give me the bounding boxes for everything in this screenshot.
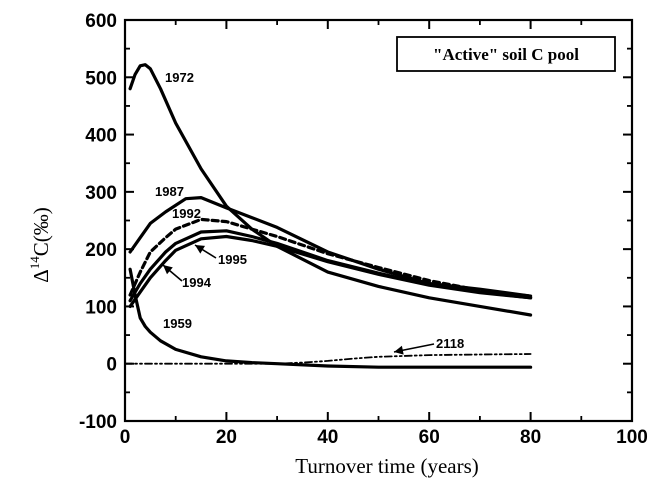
y-axis-title-delta: Δ bbox=[29, 269, 53, 283]
x-tick-label: 0 bbox=[120, 427, 131, 448]
y-tick-label: -100 bbox=[79, 412, 117, 433]
y-tick-label: 0 bbox=[106, 355, 117, 376]
series-arrowhead-2118 bbox=[394, 345, 404, 355]
series-label-1994: 1994 bbox=[182, 275, 212, 290]
y-tick-label: 300 bbox=[85, 183, 117, 204]
series-line-1995 bbox=[128, 234, 533, 308]
x-tick-label: 60 bbox=[419, 427, 440, 448]
x-tick-label: 100 bbox=[616, 427, 648, 448]
y-tick-label: 400 bbox=[85, 126, 117, 147]
plot-frame bbox=[123, 18, 634, 423]
y-tick-label: 500 bbox=[85, 68, 117, 89]
x-tick-label: 80 bbox=[520, 427, 541, 448]
x-tick-label: 40 bbox=[317, 427, 338, 448]
series-label-1959: 1959 bbox=[163, 316, 192, 331]
y-tick-label: 200 bbox=[85, 240, 117, 261]
series-label-1972: 1972 bbox=[165, 70, 194, 85]
series-label-1987: 1987 bbox=[155, 184, 184, 199]
y-tick-label: 100 bbox=[85, 297, 117, 318]
y-axis-title-unit: C(‰) bbox=[29, 207, 53, 256]
legend-box: "Active" soil C pool bbox=[396, 36, 616, 72]
series-arrowhead-1995 bbox=[195, 245, 205, 254]
series-label-1995: 1995 bbox=[218, 252, 247, 267]
series-layer bbox=[124, 63, 533, 369]
y-axis-title-sup: 14 bbox=[27, 256, 42, 270]
series-line-1972 bbox=[128, 63, 533, 317]
series-line-1992 bbox=[128, 217, 533, 298]
series-line-1959 bbox=[128, 267, 533, 369]
series-line-2118 bbox=[124, 353, 532, 365]
series-label-1992: 1992 bbox=[172, 206, 201, 221]
series-labels-layer: 1972 1987 1992 1994 1995 1959 2118 bbox=[155, 70, 464, 355]
x-tick-label: 20 bbox=[216, 427, 237, 448]
y-axis-title: Δ14C(‰) bbox=[27, 207, 53, 283]
series-label-2118: 2118 bbox=[436, 336, 464, 351]
series-line-1987 bbox=[128, 196, 533, 298]
y-tick-label: 600 bbox=[85, 11, 117, 32]
legend-text: "Active" soil C pool bbox=[433, 45, 579, 64]
series-arrowhead-1994 bbox=[163, 265, 173, 275]
legend-frame bbox=[396, 36, 616, 72]
y-axis-title-text: Δ14C(‰) bbox=[27, 207, 53, 283]
x-axis-title: Turnover time (years) bbox=[295, 454, 479, 478]
